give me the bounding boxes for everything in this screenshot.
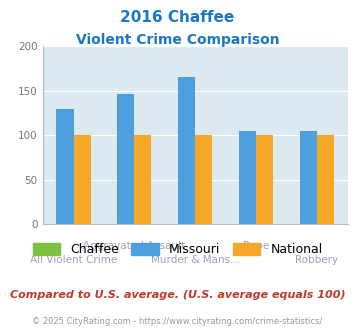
Bar [135,135,152,224]
Bar [118,94,135,224]
Bar [73,135,91,224]
Bar [56,109,73,224]
Text: 2016 Chaffee: 2016 Chaffee [120,10,235,25]
Bar [178,77,195,224]
Text: Robbery: Robbery [295,255,339,265]
Bar [317,135,334,224]
Legend: Chaffee, Missouri, National: Chaffee, Missouri, National [27,238,328,261]
Text: Rape: Rape [243,241,269,251]
Text: © 2025 CityRating.com - https://www.cityrating.com/crime-statistics/: © 2025 CityRating.com - https://www.city… [32,317,323,326]
Bar [256,135,273,224]
Bar [300,131,317,224]
Text: All Violent Crime: All Violent Crime [30,255,117,265]
Bar [195,135,212,224]
Text: Violent Crime Comparison: Violent Crime Comparison [76,33,279,47]
Text: Compared to U.S. average. (U.S. average equals 100): Compared to U.S. average. (U.S. average … [10,290,345,300]
Text: Aggravated Assault: Aggravated Assault [83,241,186,251]
Text: Murder & Mans...: Murder & Mans... [151,255,240,265]
Bar [239,131,256,224]
